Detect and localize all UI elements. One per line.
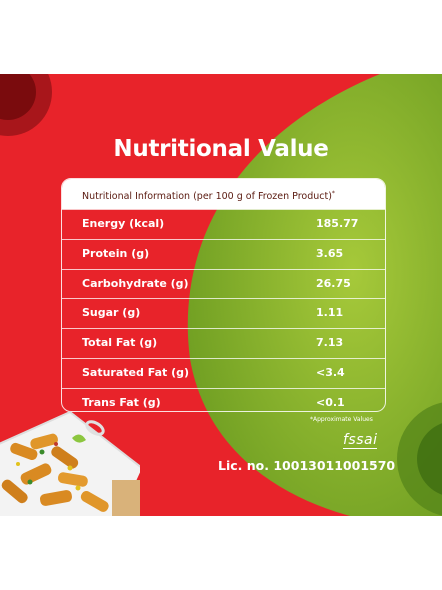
row-label: Protein (g) [82, 246, 150, 260]
table-header-text: Nutritional Information (per 100 g of Fr… [82, 191, 332, 203]
row-value: 3.65 [316, 246, 344, 260]
table-row: Trans Fat (g) <0.1 [62, 387, 385, 411]
row-value: 26.75 [316, 276, 351, 290]
nutrition-table: Nutritional Information (per 100 g of Fr… [61, 178, 386, 412]
row-label: Total Fat (g) [82, 336, 158, 350]
fssai-logo: fssai [343, 432, 378, 448]
row-value: <3.4 [316, 365, 345, 379]
row-value: 185.77 [316, 217, 359, 230]
table-row: Sugar (g) 1.11 [62, 298, 385, 328]
fssai-underline [343, 448, 377, 449]
table-row: Energy (kcal) 185.77 [62, 209, 385, 239]
page-title: Nutritional Value [113, 136, 329, 162]
row-label: Trans Fat (g) [82, 395, 161, 409]
row-value: <0.1 [316, 395, 345, 409]
row-label: Saturated Fat (g) [82, 365, 190, 379]
table-row: Protein (g) 3.65 [62, 238, 385, 269]
approximate-note: *Approximate Values [310, 416, 373, 423]
food-plate-image [0, 410, 140, 516]
row-label: Sugar (g) [82, 306, 141, 320]
row-value: 1.11 [316, 306, 344, 320]
row-label: Carbohydrate (g) [82, 276, 189, 290]
table-row: Carbohydrate (g) 26.75 [62, 268, 385, 299]
table-row: Saturated Fat (g) <3.4 [62, 357, 385, 388]
row-value: 7.13 [316, 336, 344, 350]
table-header-mark: * [331, 190, 335, 197]
nutrition-card: Nutritional Value Nutritional Informatio… [0, 74, 442, 516]
table-row: Total Fat (g) 7.13 [62, 328, 385, 358]
row-label: Energy (kcal) [82, 217, 165, 230]
license-number: Lic. no. 10013011001570 [218, 458, 396, 473]
table-header: Nutritional Information (per 100 g of Fr… [62, 179, 385, 209]
